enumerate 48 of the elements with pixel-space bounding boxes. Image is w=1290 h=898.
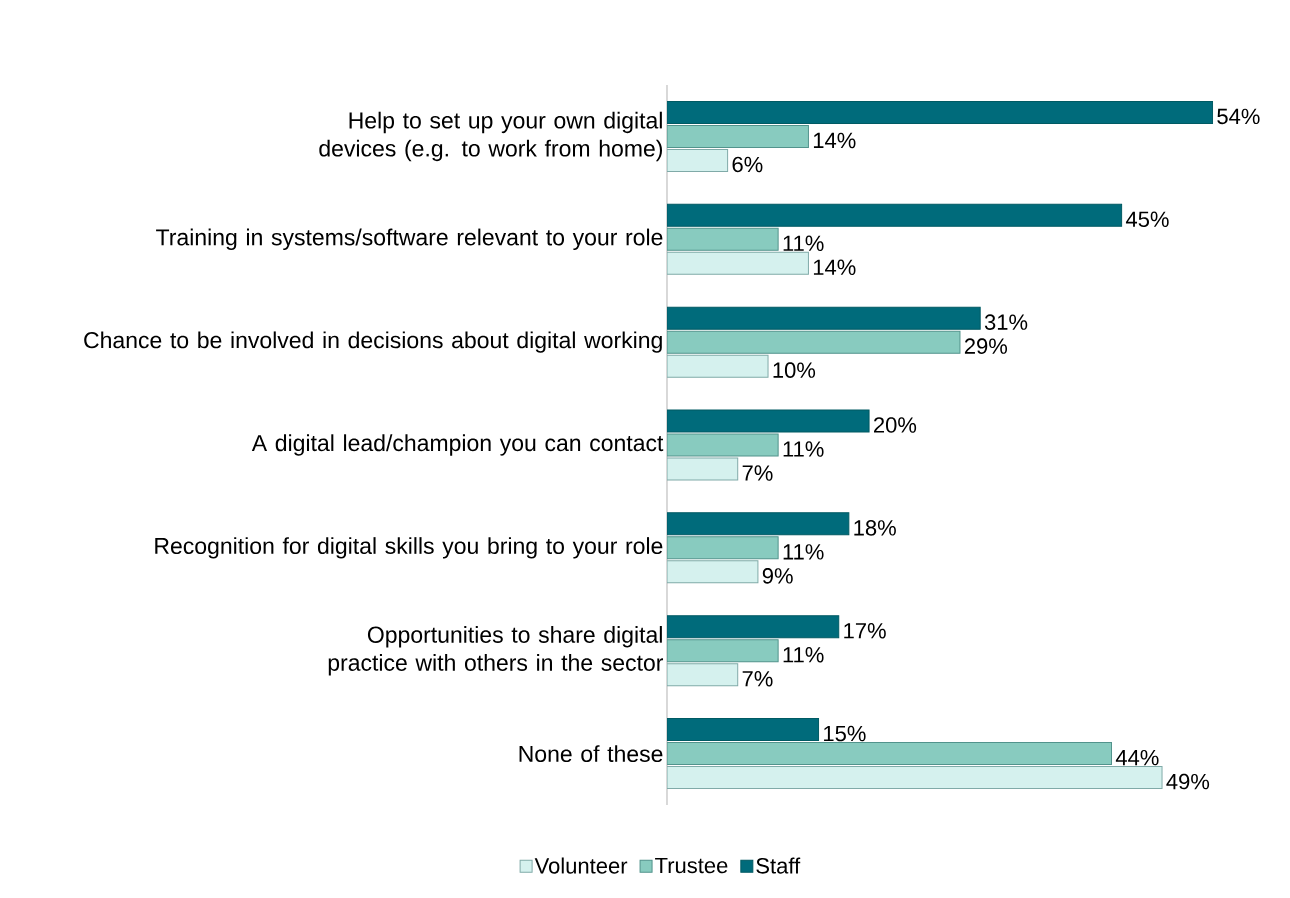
bar <box>667 306 981 330</box>
bar <box>667 766 1163 790</box>
y-tick-label: None of these <box>519 745 663 763</box>
data-label: 14% <box>813 259 856 275</box>
data-label: 31% <box>984 314 1028 330</box>
data-label: 15% <box>824 725 866 742</box>
bar <box>667 663 739 687</box>
bar <box>667 718 820 742</box>
data-label: 29% <box>964 338 1008 354</box>
y-tick-label: Help to set up your own digital devices (e.g. to work from home) <box>319 111 663 162</box>
y-tick-label: Training in systems/software relevant to your role <box>156 228 663 251</box>
y-tick-label: Chance to be involved in decisions about digital working <box>84 331 662 353</box>
bar <box>667 409 870 433</box>
data-label: 11% <box>783 441 824 457</box>
bar <box>667 251 809 275</box>
legend-label: Trustee <box>655 857 728 874</box>
bar <box>667 203 1123 227</box>
data-label: 44% <box>1115 749 1159 766</box>
data-label: 6% <box>732 156 763 173</box>
legend-label: Staff <box>756 857 801 874</box>
data-label: 10% <box>773 362 816 378</box>
data-label: 45% <box>1125 211 1169 228</box>
data-label: 11% <box>783 235 824 251</box>
data-label: 17% <box>844 623 886 639</box>
legend-label: Volunteer <box>534 857 628 874</box>
bar <box>667 100 1214 124</box>
data-label: 7% <box>742 671 773 687</box>
y-tick-label: Opportunities to share digital practice with others in the sector <box>328 626 664 676</box>
data-label: 7% <box>742 465 773 481</box>
bar <box>667 512 850 536</box>
bar <box>667 742 1113 766</box>
data-label: 11% <box>783 647 824 663</box>
bar <box>667 615 840 639</box>
data-label: 9% <box>762 568 793 584</box>
bar <box>667 639 779 663</box>
bar <box>667 330 961 354</box>
data-label: 20% <box>874 417 917 433</box>
y-tick-label: Recognition for digital skills you bring to your role <box>155 537 663 559</box>
bar <box>667 124 809 148</box>
data-label: 54% <box>1217 108 1260 125</box>
data-label: 49% <box>1166 773 1210 790</box>
y-tick-label: A digital lead/champion you can contact <box>251 434 664 456</box>
bar <box>667 227 779 251</box>
data-label: 11% <box>783 544 824 560</box>
bar <box>667 148 729 172</box>
data-label: 18% <box>854 520 896 536</box>
bar <box>667 354 769 378</box>
data-label: 14% <box>813 132 856 149</box>
